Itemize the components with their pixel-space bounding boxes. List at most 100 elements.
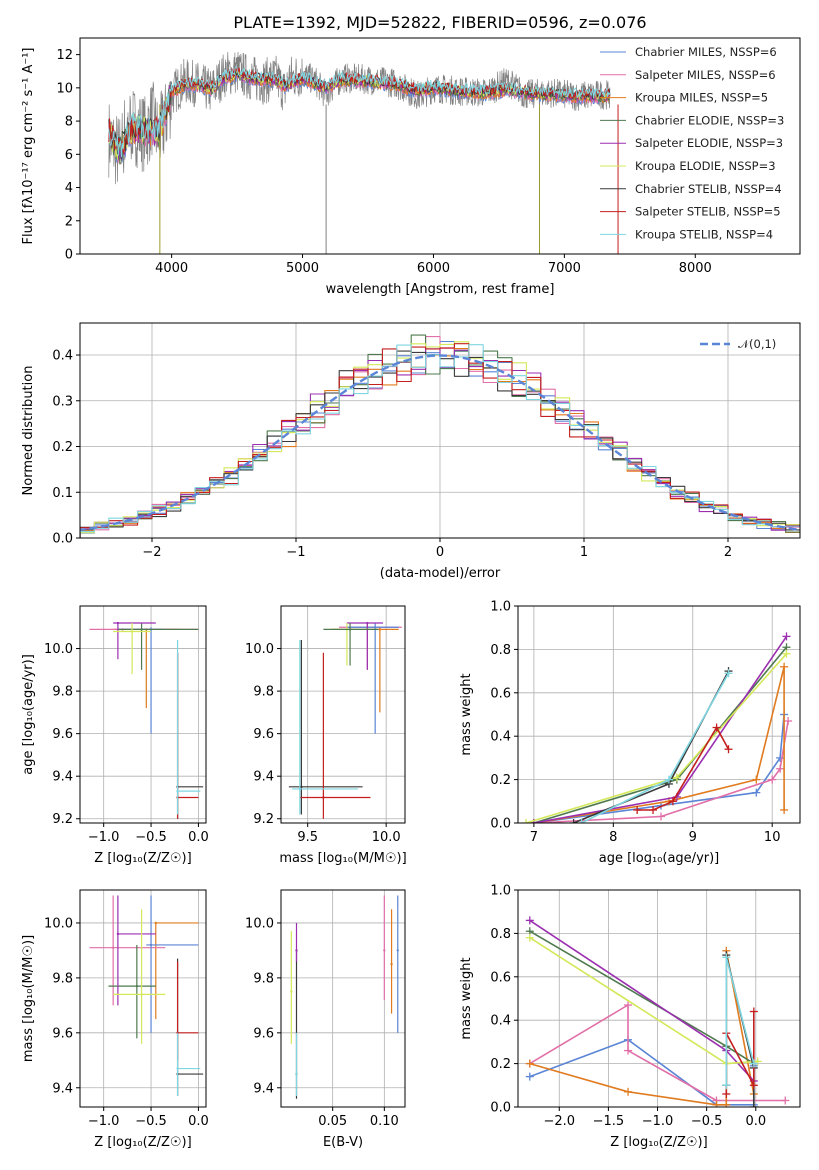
point-salpeter_elodie [295, 949, 298, 952]
x-tick-label: 4000 [155, 261, 188, 276]
mass_vs_ebv-panel: 0.05 0.10 9.4 9.6 9.8 10.0 E(B-V) [245, 889, 406, 1150]
y-tick-label: 0.6 [490, 686, 511, 701]
point-kroupa_miles [154, 921, 157, 925]
y-axis-label: mass weight [459, 673, 474, 755]
gaussian-curve [80, 354, 800, 532]
x-axis-label: age [log₁₀(age/yr)] [599, 851, 720, 866]
x-tick-label: 0.05 [318, 1114, 347, 1129]
legend-label-salpeter_miles: Salpeter MILES, NSSP=6 [635, 68, 776, 82]
y-axis-label: mass [log₁₀(M/M☉)] [21, 935, 36, 1062]
point-kroupa_stelib [295, 1072, 298, 1076]
y-tick-label: 9.8 [52, 685, 73, 700]
x-tick-label: −0.5 [135, 1114, 167, 1129]
age_vs_mass-plot-area [288, 621, 402, 819]
legend-label-kroupa_stelib: Kroupa STELIB, NSSP=4 [635, 227, 773, 241]
model-line-kroupa_stelib [108, 66, 611, 158]
point-chabrier_miles [149, 943, 153, 947]
x-tick-label: 7 [530, 830, 538, 845]
x-tick-label: −1.0 [88, 830, 120, 845]
y-tick-label: 9.6 [253, 727, 274, 742]
figure-title: PLATE=1392, MJD=52822, FIBERID=0596, z=0… [233, 13, 646, 32]
legend-label-kroupa_miles: Kroupa MILES, NSSP=5 [635, 91, 768, 105]
x-tick-label: 5000 [286, 261, 319, 276]
y-tick-label: 12 [56, 48, 73, 63]
x-tick-label: 6000 [417, 261, 450, 276]
x-axis-label: Z [log₁₀(Z/Z☉)] [94, 851, 191, 866]
series-line-chabrier_elodie [533, 646, 788, 823]
mass_vs_Z-plot-area [89, 895, 204, 1097]
y-axis-label: mass weight [459, 957, 474, 1039]
x-axis-label: (data-model)/error [380, 566, 501, 581]
series-line-chabrier_stelib [725, 954, 755, 1107]
x-tick-label: 0.0 [188, 830, 209, 845]
y-tick-label: 9.8 [52, 971, 73, 986]
x-tick-label: 8 [609, 830, 617, 845]
x-tick-label: −1.0 [88, 1114, 120, 1129]
x-tick-label: 7000 [548, 261, 581, 276]
x-axis-label: wavelength [Angstrom, rest frame] [326, 282, 555, 297]
x-axis-label: Z [log₁₀(Z/Z☉)] [94, 1135, 191, 1150]
legend-label-salpeter_stelib: Salpeter STELIB, NSSP=5 [635, 205, 781, 219]
x-tick-label: 0.0 [188, 1114, 209, 1129]
point-chabrier_miles [396, 949, 399, 952]
point-chabrier_stelib [300, 785, 303, 789]
massweight_vs_age-panel: 7 8 9 10 0.0 0.2 0.4 0.6 0.8 1.0 age [log₁₀(age/yr… [459, 600, 801, 866]
point-kroupa_stelib [298, 787, 302, 791]
y-tick-label: 0 [65, 248, 73, 263]
series-line-chabrier_miles [529, 1038, 755, 1106]
point-salpeter_elodie [116, 621, 120, 625]
y-tick-label: 0.0 [52, 532, 73, 547]
legend-label-chabrier_miles: Chabrier MILES, NSSP=6 [635, 45, 777, 59]
x-tick-label: −1.0 [642, 1114, 674, 1129]
y-tick-label: 9.6 [52, 727, 73, 742]
y-tick-label: 10 [56, 81, 73, 96]
age_vs_mass-panel: 9.5 10.0 9.2 9.4 9.6 9.8 10.0 mass [log₁₀(M/M☉)… [245, 605, 407, 866]
y-tick-label: 1.0 [490, 884, 511, 899]
y-axis-label: Normed distribution [21, 366, 36, 496]
y-tick-label: 6 [65, 148, 73, 163]
x-tick-label: 0.0 [745, 1114, 766, 1129]
x-tick-label: −2.0 [543, 1114, 575, 1129]
y-tick-label: 0.2 [490, 1057, 511, 1072]
y-tick-label: 0.2 [52, 440, 73, 455]
histogram-chabrier_elodie [80, 334, 800, 538]
y-tick-label: 0.3 [52, 394, 73, 409]
x-tick-label: 1 [580, 545, 588, 560]
point-kroupa_elodie [140, 993, 143, 996]
massweight_vs_age-plot-area [521, 632, 793, 823]
axes-frame [79, 37, 801, 255]
x-axis-label: mass [log₁₀(M/M☉)] [279, 851, 406, 866]
axes-frame [79, 889, 207, 1108]
y-axis-label: Flux [fλ10⁻¹⁷ erg cm⁻² s⁻¹ A⁻¹] [21, 48, 36, 245]
y-tick-label: 0.0 [490, 1101, 511, 1116]
y-tick-label: 9.4 [52, 770, 73, 785]
point-kroupa_stelib [176, 789, 179, 793]
axes-frame [79, 605, 207, 824]
y-tick-label: 0.6 [490, 970, 511, 985]
x-tick-label: 2 [724, 545, 732, 560]
point-chabrier_elodie [348, 628, 352, 631]
y-tick-label: 8 [65, 115, 73, 130]
axes-frame [517, 889, 801, 1108]
legend-label-salpeter_elodie: Salpeter ELODIE, NSSP=3 [635, 136, 783, 150]
spectrum-data-line [108, 51, 611, 185]
point-salpeter_miles [383, 949, 386, 952]
x-tick-label: −0.5 [691, 1114, 723, 1129]
x-tick-label: −2 [142, 545, 161, 560]
point-salpeter_elodie [366, 621, 369, 625]
residuals-plot-area [80, 334, 800, 538]
age_vs_Z-panel: −1.0 −0.5 0.0 9.2 9.4 9.6 9.8 10.0 Z [log₁₀(Z/Z☉… [21, 605, 209, 866]
y-tick-label: 1.0 [490, 600, 511, 615]
massweight_vs_Z-plot-area [525, 916, 790, 1107]
y-tick-label: 0.4 [490, 730, 511, 745]
point-kroupa_elodie [290, 990, 293, 993]
legend-label-kroupa_elodie: Kroupa ELODIE, NSSP=3 [635, 159, 776, 173]
y-tick-label: 10.0 [245, 916, 274, 931]
mass_vs_ebv-plot-area [290, 895, 399, 1099]
point-chabrier_elodie [135, 984, 139, 988]
point-kroupa_elodie [130, 630, 134, 633]
y-tick-label: 9.4 [52, 1081, 73, 1096]
y-axis-label: age [log₁₀(age/yr)] [21, 654, 36, 775]
residuals-panel: −2 −1 0 1 2 0.0 0.1 0.2 0.3 0.4 (data-model)/error… [21, 322, 801, 581]
x-tick-label: 8000 [679, 261, 712, 276]
